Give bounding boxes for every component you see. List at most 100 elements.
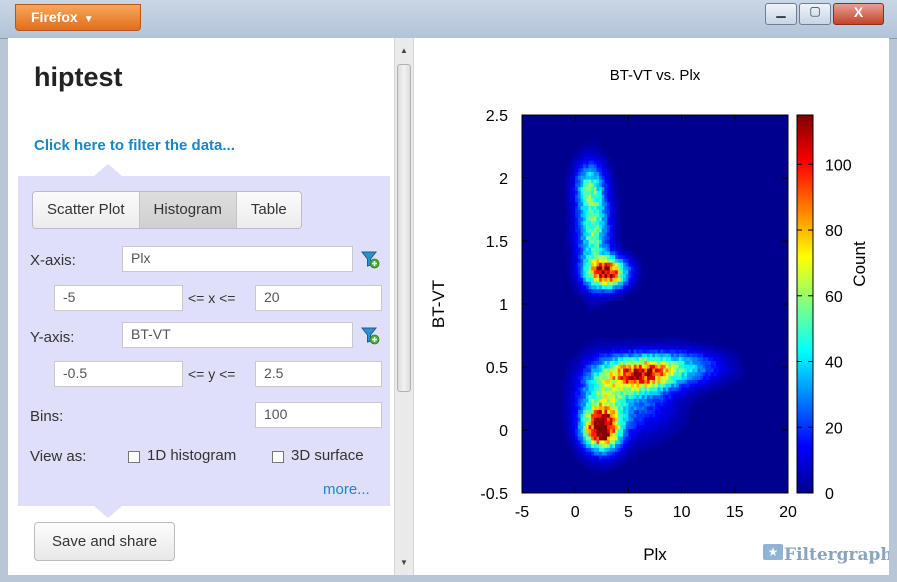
heatmap-cell xyxy=(564,402,568,407)
filter-data-link[interactable]: Click here to filter the data... xyxy=(34,137,235,154)
heatmap-cell xyxy=(652,406,656,411)
heatmap-cell xyxy=(599,186,603,191)
heatmap-cell xyxy=(612,164,616,169)
heatmap-cell xyxy=(628,341,632,346)
heatmap-cell xyxy=(604,356,608,361)
heatmap-cell xyxy=(609,436,613,441)
heatmap-cell xyxy=(607,432,611,437)
heatmap-cell xyxy=(588,409,592,414)
heatmap-cell xyxy=(673,406,677,411)
heatmap-cell xyxy=(612,220,616,225)
heatmap-cell xyxy=(631,356,635,361)
heatmap-cell xyxy=(617,266,621,271)
heatmap-cell xyxy=(599,360,603,365)
heatmap-cell xyxy=(601,156,605,161)
maximize-button[interactable]: ▢ xyxy=(799,3,831,25)
heatmap-cell xyxy=(593,205,597,210)
heatmap-cell xyxy=(567,228,571,233)
heatmap-cell xyxy=(662,375,666,380)
heatmap-cell xyxy=(655,379,658,384)
heatmap-cell xyxy=(655,432,658,437)
heatmap-cell xyxy=(716,383,720,388)
heatmap-cell xyxy=(657,424,661,430)
heatmap-cell xyxy=(700,360,704,365)
tab-scatter-plot[interactable]: Scatter Plot xyxy=(33,192,140,228)
ymin-input[interactable]: -0.5 xyxy=(54,361,183,387)
heatmap-cell xyxy=(644,428,648,433)
heatmap-cell xyxy=(577,251,581,256)
heatmap-cell xyxy=(647,338,650,343)
heatmap-cell xyxy=(569,239,573,244)
tab-table[interactable]: Table xyxy=(236,192,301,228)
heatmap-cell xyxy=(599,171,603,176)
heatmap-cell xyxy=(625,360,629,365)
heatmap-cell xyxy=(702,368,706,373)
minimize-button[interactable]: ▁ xyxy=(765,3,797,25)
heatmap-cell xyxy=(641,436,645,441)
heatmap-cell xyxy=(668,360,672,365)
heatmap-cell xyxy=(644,356,648,361)
heatmap-cell xyxy=(609,198,613,203)
heatmap-cell xyxy=(591,201,595,207)
firefox-menu-button[interactable]: Firefox ▼ xyxy=(15,4,141,31)
heatmap-cell xyxy=(729,360,733,365)
close-button[interactable]: X xyxy=(833,3,884,25)
heatmap-cell xyxy=(609,254,613,259)
heatmap-cell xyxy=(628,455,632,460)
heatmap-cell xyxy=(660,356,664,361)
heatmap-cell xyxy=(577,292,581,297)
heatmap-cell xyxy=(724,349,728,354)
heatmap-cell xyxy=(697,364,701,369)
heatmap-cell xyxy=(649,338,653,343)
heatmap-cell xyxy=(729,375,733,380)
heatmap-cell xyxy=(625,345,629,350)
heatmap-cell xyxy=(599,417,603,422)
heatmap-cell xyxy=(612,379,616,384)
heatmap-cell xyxy=(686,390,690,396)
heatmap-cell xyxy=(702,390,706,396)
scroll-down-icon[interactable]: ▼ xyxy=(400,558,408,567)
scroll-up-icon[interactable]: ▲ xyxy=(400,46,408,55)
heatmap-cell xyxy=(593,406,597,411)
heatmap-cell xyxy=(561,390,565,396)
more-options-link[interactable]: more... xyxy=(323,481,370,498)
heatmap-cell xyxy=(599,383,603,388)
left-pane-scrollbar[interactable]: ▲ ▼ xyxy=(394,38,414,575)
tab-histogram[interactable]: Histogram xyxy=(139,192,237,228)
heatmap-cell xyxy=(575,258,579,263)
heatmap-cell xyxy=(678,349,682,354)
heatmap-cell xyxy=(596,451,600,456)
save-and-share-button[interactable]: Save and share xyxy=(34,522,176,561)
ymax-input[interactable]: 2.5 xyxy=(255,361,382,387)
heatmap-cell xyxy=(631,428,635,433)
scrollbar-thumb[interactable] xyxy=(397,64,411,392)
xaxis-input[interactable]: Plx xyxy=(122,246,353,272)
3d-surface-checkbox[interactable] xyxy=(272,451,284,463)
heatmap-cell xyxy=(657,436,661,441)
heatmap-cell xyxy=(572,285,576,290)
1d-histogram-checkbox[interactable] xyxy=(128,451,140,463)
heatmap-cell xyxy=(625,341,629,346)
heatmap-cell xyxy=(604,372,608,377)
xmax-input[interactable]: 20 xyxy=(255,285,382,311)
heatmap-cell xyxy=(588,443,592,448)
heatmap-cell xyxy=(612,262,616,267)
heatmap-cell xyxy=(577,443,581,448)
heatmap-cell xyxy=(596,198,600,203)
heatmap-cell xyxy=(662,428,666,433)
heatmap-cell xyxy=(662,394,666,399)
heatmap-cell xyxy=(665,341,669,346)
heatmap-cell xyxy=(615,269,619,275)
heatmap-cell xyxy=(639,338,642,343)
heatmap-cell xyxy=(585,451,589,456)
filter-funnel-icon[interactable] xyxy=(360,325,380,345)
heatmap-cell xyxy=(710,353,714,358)
yaxis-input[interactable]: BT-VT xyxy=(122,322,353,348)
xmin-input[interactable]: -5 xyxy=(54,285,183,311)
heatmap-cell xyxy=(575,235,579,241)
bins-input[interactable]: 100 xyxy=(255,402,382,428)
filter-funnel-icon[interactable] xyxy=(360,249,380,269)
heatmap-cell xyxy=(569,251,573,256)
heatmap-cell xyxy=(561,409,565,414)
heatmap-cell xyxy=(591,447,595,452)
